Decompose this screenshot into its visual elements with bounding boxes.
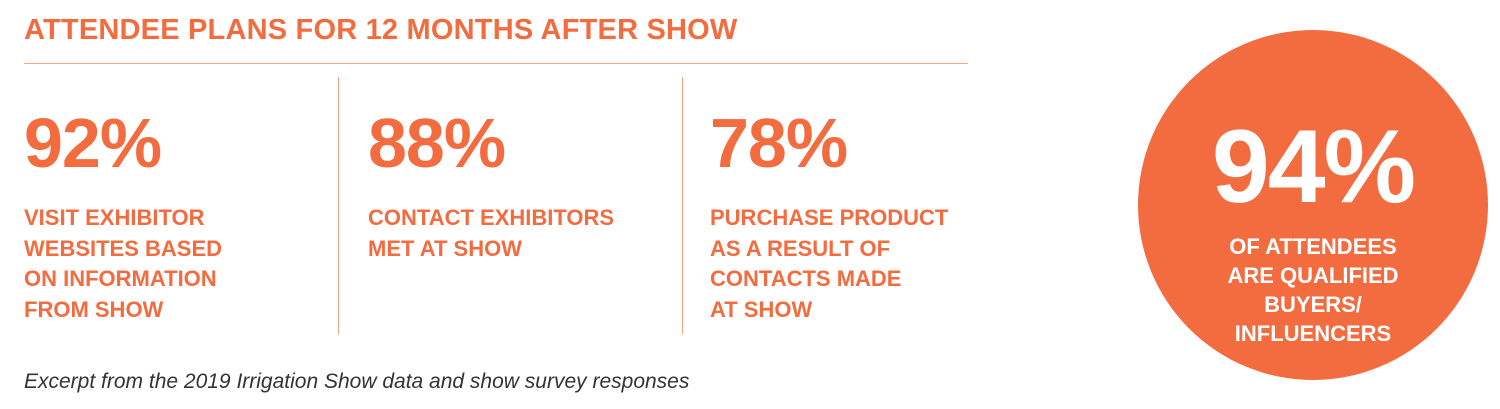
highlight-description: OF ATTENDEES ARE QUALIFIED BUYERS/ INFLU… [1227, 234, 1399, 346]
stat-value: 78% [710, 104, 848, 182]
highlight-circle: 94% OF ATTENDEES ARE QUALIFIED BUYERS/ I… [1138, 30, 1488, 380]
stat-block-purchase: 78% PURCHASE PRODUCT AS A RESULT OF CONT… [710, 103, 948, 325]
highlight-value: 94% [1211, 109, 1416, 225]
stat-description: VISIT EXHIBITOR WEBSITES BASED ON INFORM… [24, 205, 223, 322]
stat-value: 92% [24, 104, 162, 182]
stat-block-contact: 88% CONTACT EXHIBITORS MET AT SHOW [368, 103, 614, 264]
column-divider [338, 77, 339, 334]
column-divider [682, 77, 683, 334]
stat-description: PURCHASE PRODUCT AS A RESULT OF CONTACTS… [710, 205, 949, 322]
source-caption: Excerpt from the 2019 Irrigation Show da… [24, 370, 690, 393]
stat-block-websites: 92% VISIT EXHIBITOR WEBSITES BASED ON IN… [24, 103, 222, 325]
section-heading: ATTENDEE PLANS FOR 12 MONTHS AFTER SHOW [24, 14, 738, 46]
stat-description: CONTACT EXHIBITORS MET AT SHOW [368, 205, 615, 261]
heading-rule [24, 63, 968, 64]
stat-value: 88% [368, 104, 506, 182]
